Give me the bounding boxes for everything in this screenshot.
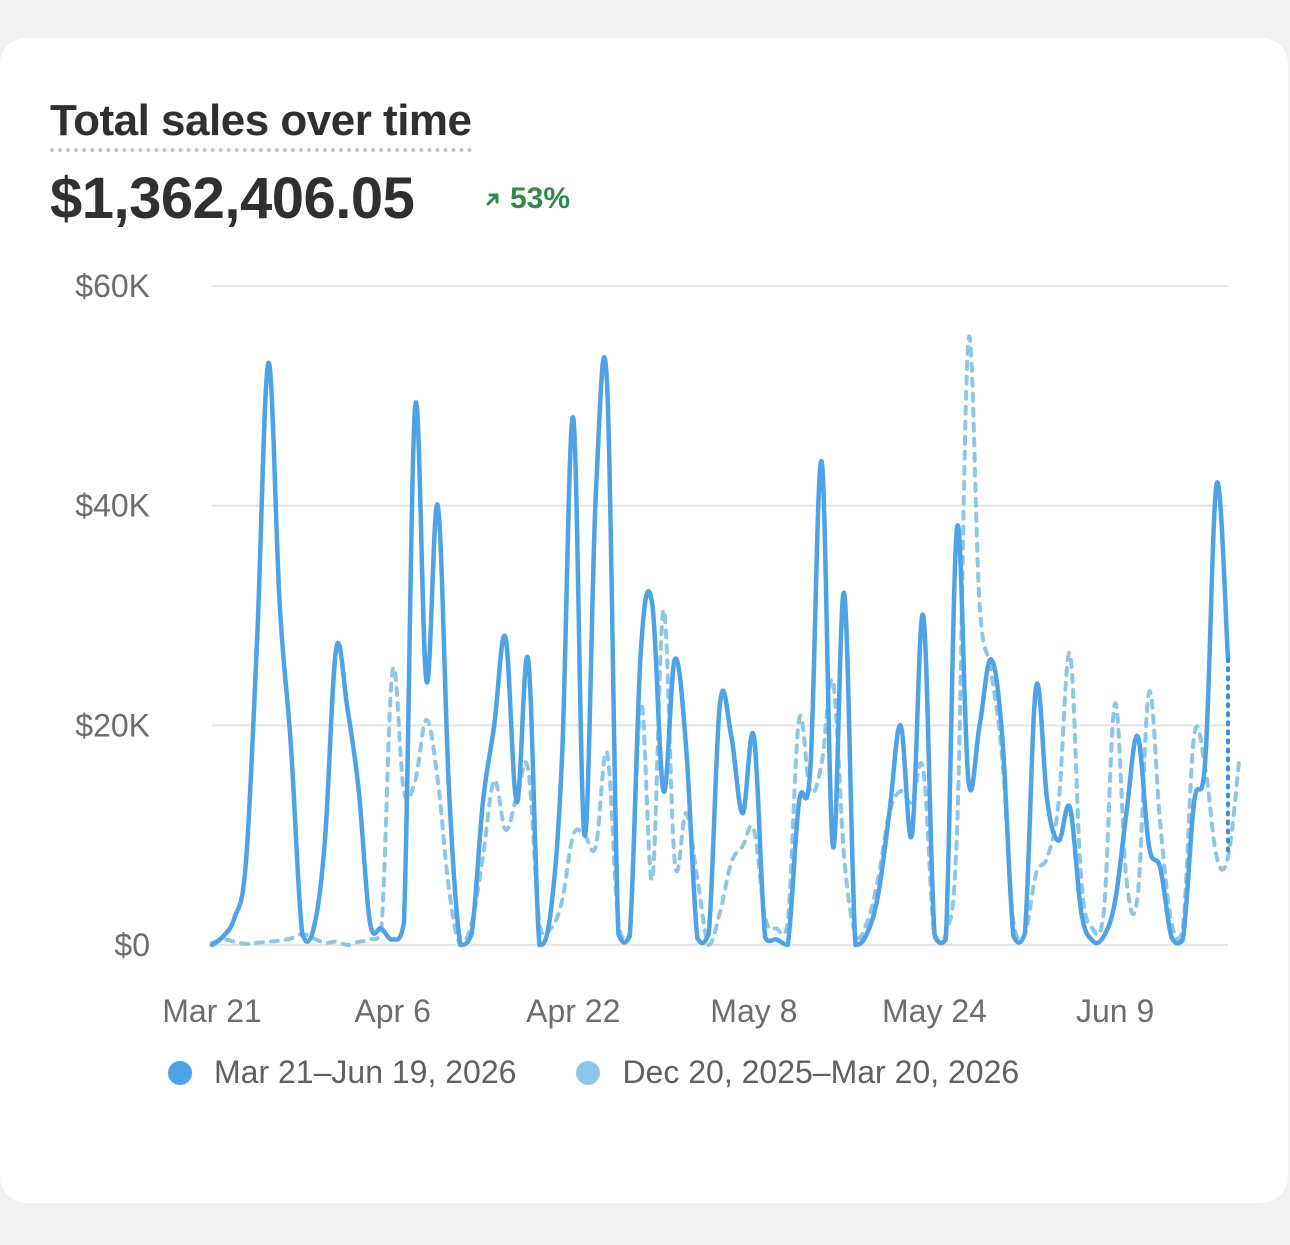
y-tick-label: $0 xyxy=(114,927,150,963)
y-tick-label: $20K xyxy=(75,707,150,743)
x-tick-label: Mar 21 xyxy=(162,993,262,1029)
legend-dot-previous xyxy=(576,1060,601,1085)
x-tick-label: May 24 xyxy=(882,993,987,1029)
legend-label-previous: Dec 20, 2025–Mar 20, 2026 xyxy=(622,1054,1020,1090)
legend-item-previous[interactable]: Dec 20, 2025–Mar 20, 2026 xyxy=(576,1054,1019,1091)
change-badge: 53% xyxy=(484,182,570,216)
x-tick-label: May 8 xyxy=(710,993,797,1029)
x-axis-labels: Mar 21 Apr 6 Apr 22 May 8 May 24 Jun 9 xyxy=(162,993,1154,1029)
chart-legend: Mar 21–Jun 19, 2026 Dec 20, 2025–Mar 20,… xyxy=(168,1054,1019,1091)
change-percent: 53% xyxy=(510,182,571,215)
chart-grid xyxy=(212,285,1228,946)
series-current-line[interactable] xyxy=(209,355,1231,948)
y-tick-label: $40K xyxy=(75,488,150,524)
legend-dot-current xyxy=(168,1060,192,1085)
series-previous-line[interactable] xyxy=(210,334,1242,947)
x-tick-label: Jun 9 xyxy=(1076,993,1154,1029)
card-title[interactable]: Total sales over time xyxy=(50,96,472,152)
y-axis-labels: $0 $20K $40K $60K xyxy=(75,268,150,963)
total-sales-value: $1,362,406.05 xyxy=(50,166,415,231)
chart-series xyxy=(209,334,1242,948)
legend-item-current[interactable]: Mar 21–Jun 19, 2026 xyxy=(168,1054,516,1091)
x-tick-label: Apr 6 xyxy=(354,993,430,1029)
arrow-up-right-icon xyxy=(486,193,499,206)
legend-label-current: Mar 21–Jun 19, 2026 xyxy=(214,1054,517,1090)
x-tick-label: Apr 22 xyxy=(526,993,620,1029)
y-tick-label: $60K xyxy=(75,268,150,304)
